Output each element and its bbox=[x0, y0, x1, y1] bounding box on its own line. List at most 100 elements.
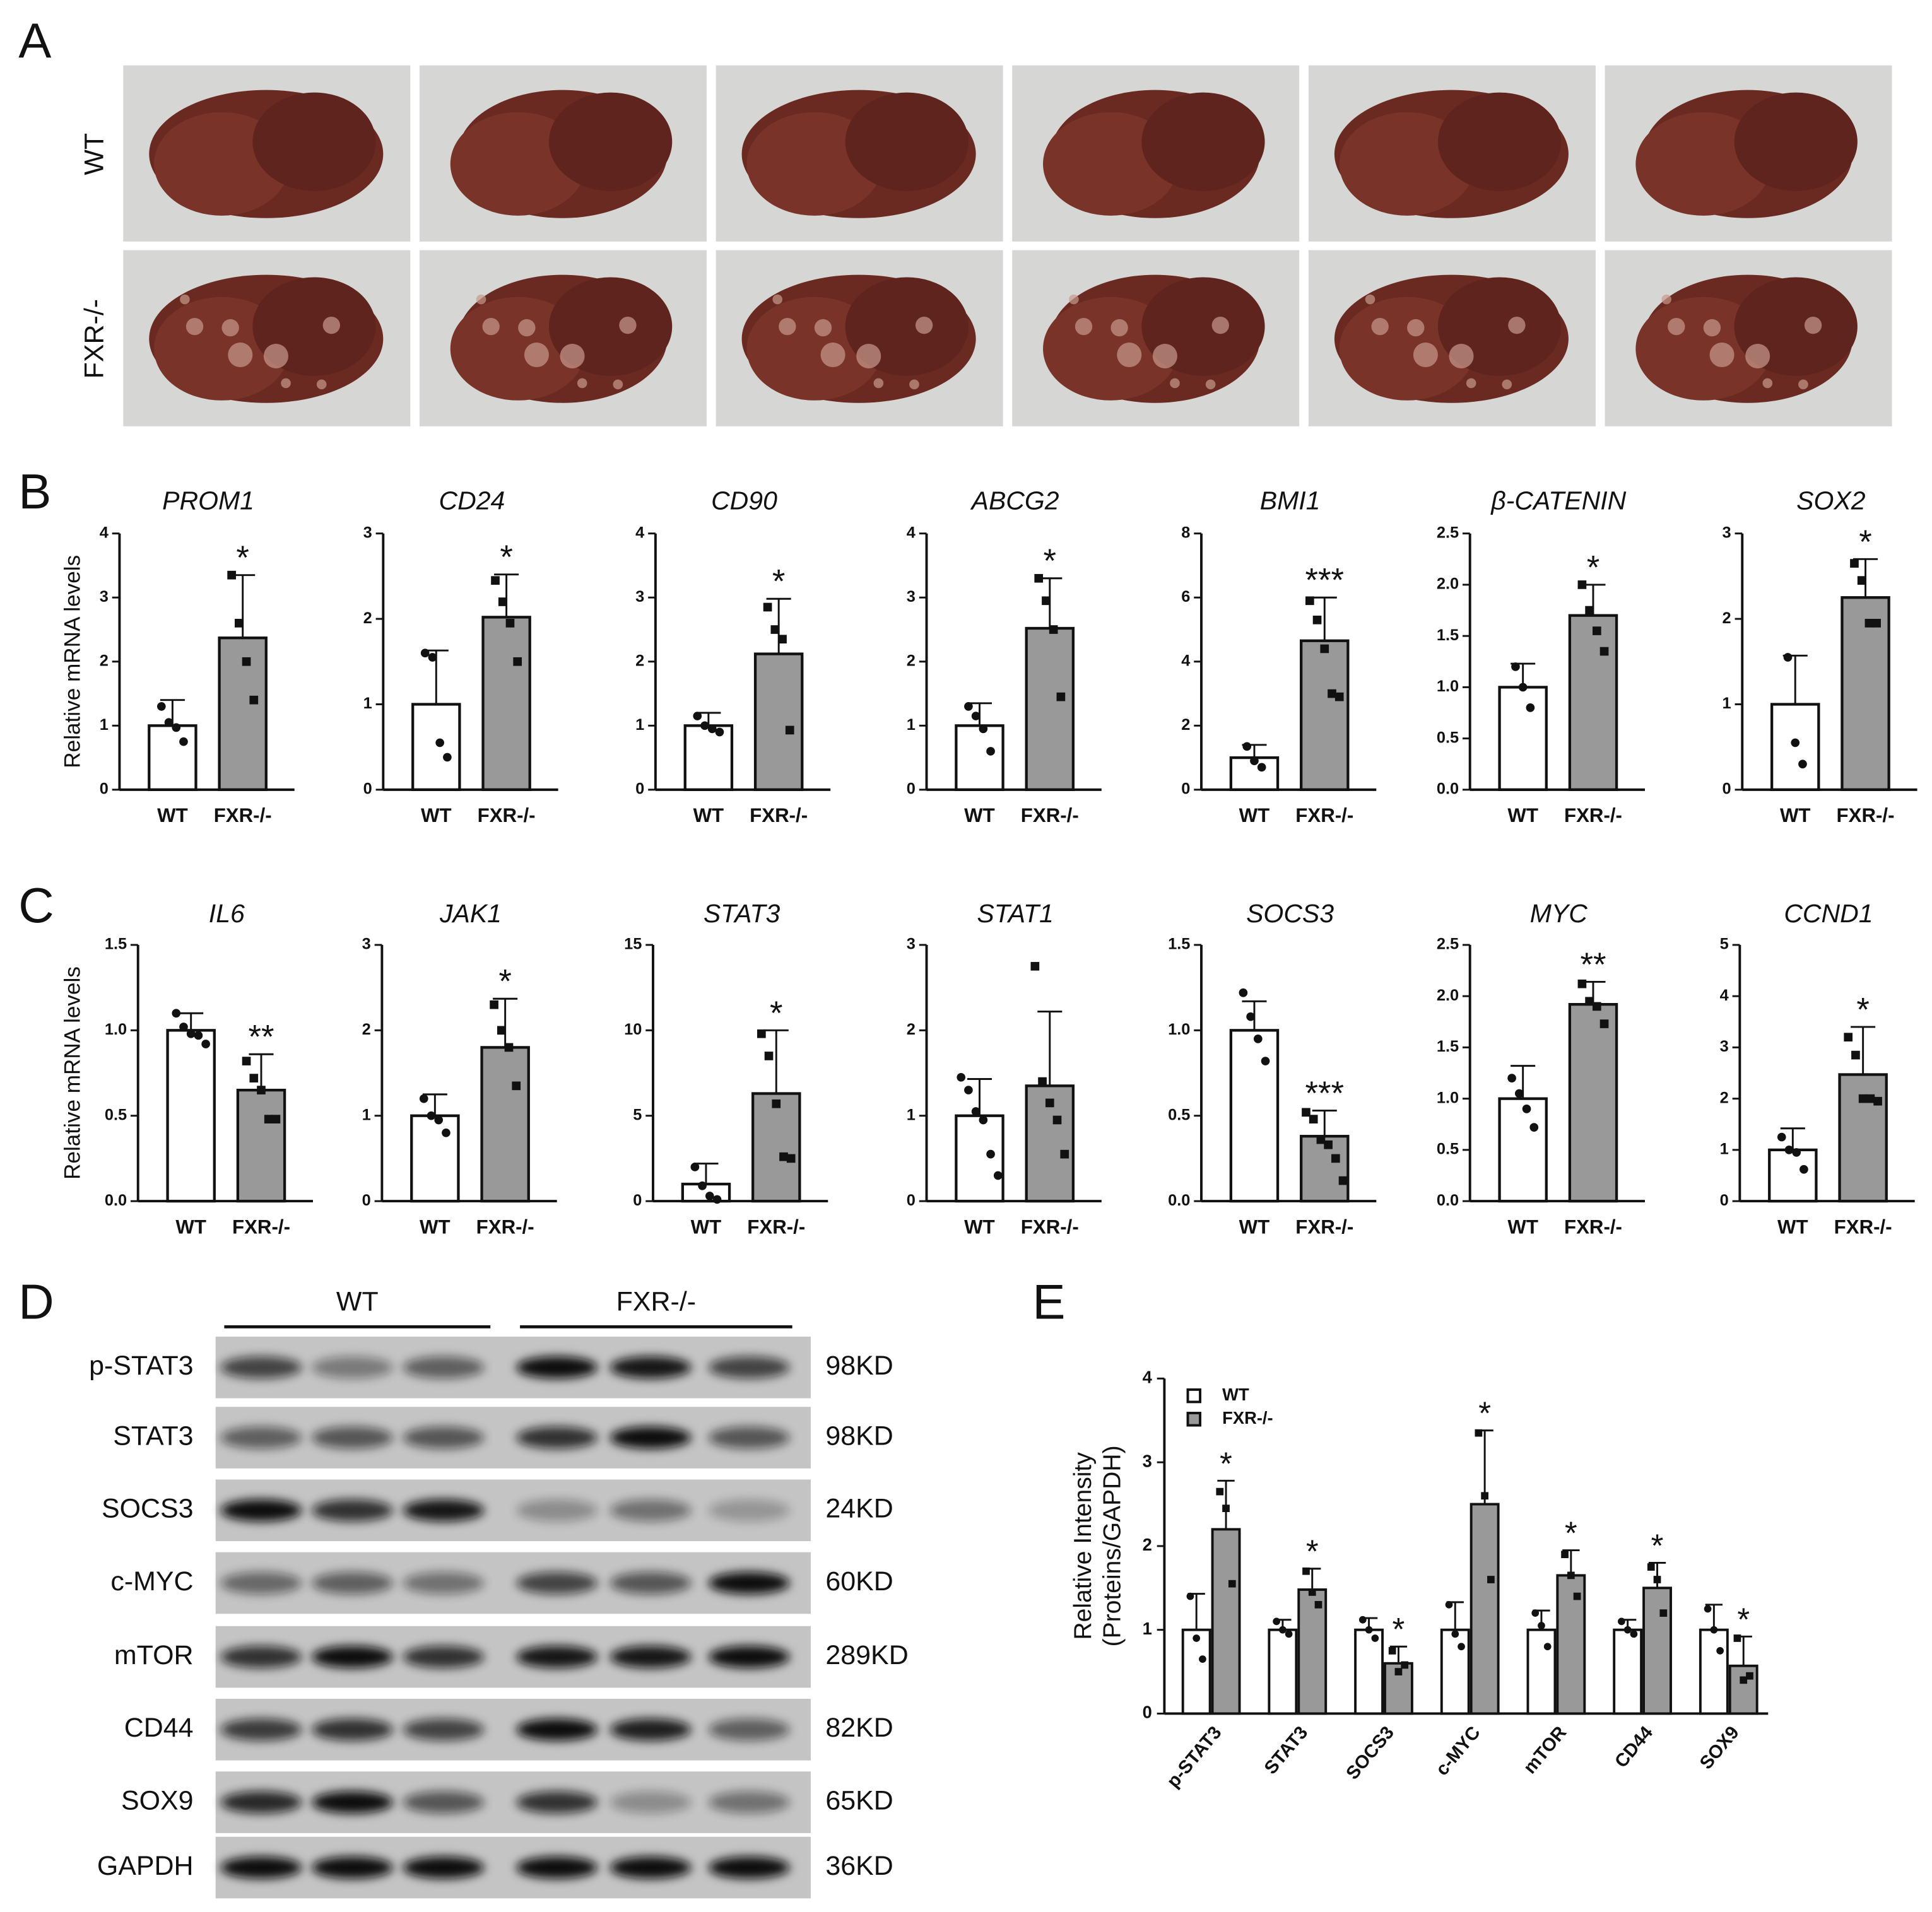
data-point bbox=[1799, 1164, 1808, 1174]
chart-title: IL6 bbox=[209, 899, 245, 928]
data-point bbox=[505, 619, 515, 628]
data-point bbox=[420, 648, 430, 658]
data-point bbox=[715, 727, 724, 737]
blot-band bbox=[220, 1791, 302, 1814]
y-tick-label: 0 bbox=[635, 780, 644, 798]
data-point bbox=[705, 1192, 714, 1200]
y-tick-label: 1 bbox=[363, 695, 372, 712]
data-point bbox=[1186, 1592, 1194, 1600]
y-tick-label: 3 bbox=[907, 935, 916, 953]
liver-lobe bbox=[1734, 92, 1858, 191]
data-point bbox=[1328, 689, 1336, 698]
data-point bbox=[1659, 1609, 1668, 1617]
x-tick-label: FXR-/- bbox=[1834, 1216, 1892, 1238]
liver-lobe bbox=[252, 92, 376, 191]
data-point bbox=[1045, 1098, 1054, 1108]
nodule bbox=[1211, 316, 1229, 334]
bar bbox=[1300, 1135, 1350, 1203]
panel-label: B bbox=[18, 464, 51, 519]
data-point bbox=[1518, 683, 1528, 692]
bar bbox=[1498, 1097, 1548, 1203]
nodule bbox=[186, 317, 204, 336]
data-point bbox=[1365, 1626, 1373, 1634]
x-tick-label: FXR-/- bbox=[1564, 1216, 1622, 1238]
data-point bbox=[700, 721, 709, 730]
liver-lobe bbox=[845, 92, 969, 191]
protein-label: c-MYC bbox=[110, 1566, 193, 1597]
data-point bbox=[1475, 1429, 1483, 1437]
protein-label: mTOR bbox=[114, 1640, 194, 1670]
data-point bbox=[1199, 1655, 1206, 1663]
bar bbox=[1300, 639, 1350, 792]
chart-title: SOX2 bbox=[1796, 486, 1866, 515]
significance: * bbox=[1856, 991, 1870, 1028]
blot-band bbox=[220, 1571, 302, 1595]
y-tick-label: 3 bbox=[362, 935, 371, 953]
x-tick-label: FXR-/- bbox=[750, 804, 808, 826]
nodule bbox=[1466, 378, 1476, 389]
blot-band bbox=[312, 1571, 393, 1595]
y-tick-label: 2 bbox=[1723, 609, 1731, 627]
size-label: 82KD bbox=[825, 1713, 893, 1743]
y-tick-label: 4 bbox=[1143, 1368, 1153, 1387]
nodule bbox=[1661, 294, 1671, 305]
x-tick-label: mTOR bbox=[1519, 1722, 1570, 1778]
legend-label: FXR-/- bbox=[1222, 1408, 1273, 1428]
data-point bbox=[235, 619, 244, 628]
x-tick-label: FXR-/- bbox=[232, 1216, 290, 1238]
x-tick-label: FXR-/- bbox=[1295, 1216, 1353, 1238]
nodule bbox=[1762, 378, 1773, 389]
data-point bbox=[249, 1074, 259, 1082]
significance: * bbox=[1393, 1611, 1405, 1647]
data-point bbox=[1858, 1094, 1868, 1103]
chart-title: CCND1 bbox=[1784, 899, 1873, 928]
data-point bbox=[1522, 1105, 1531, 1113]
y-tick-label: 1 bbox=[635, 716, 644, 734]
data-point bbox=[1253, 1035, 1263, 1043]
nodule bbox=[1508, 316, 1526, 334]
y-tick-label: 0 bbox=[100, 780, 109, 798]
data-point bbox=[693, 712, 702, 720]
y-tick-label: 0 bbox=[907, 780, 916, 798]
x-tick-label: WT bbox=[1507, 1216, 1538, 1238]
y-tick-label: 2 bbox=[1720, 1089, 1729, 1106]
y-tick-label: 1 bbox=[1720, 1141, 1729, 1158]
data-point bbox=[1585, 606, 1594, 615]
significance: * bbox=[1220, 1445, 1232, 1481]
blot-band bbox=[610, 1791, 692, 1814]
significance: * bbox=[1587, 549, 1600, 586]
data-point bbox=[1740, 1676, 1748, 1684]
nodule bbox=[909, 379, 919, 390]
data-point bbox=[1038, 1077, 1047, 1086]
y-tick-label: 2.5 bbox=[1437, 524, 1459, 541]
nodule bbox=[814, 319, 832, 337]
data-point bbox=[428, 653, 437, 662]
x-tick-label: FXR-/- bbox=[1021, 804, 1079, 826]
x-tick-label: FXR-/- bbox=[476, 1216, 534, 1238]
legend-swatch bbox=[1186, 1388, 1201, 1404]
nodule bbox=[180, 294, 190, 305]
nodule bbox=[1110, 319, 1128, 337]
blot-band bbox=[220, 1426, 302, 1449]
liver-lobe bbox=[1437, 92, 1562, 191]
blot-band bbox=[610, 1499, 692, 1522]
data-point bbox=[1308, 1588, 1316, 1596]
data-point bbox=[1777, 1132, 1786, 1142]
blot-band bbox=[403, 1426, 485, 1449]
nodule bbox=[1449, 343, 1474, 369]
bar bbox=[1838, 1073, 1888, 1203]
y-tick-label: 2.5 bbox=[1437, 935, 1459, 953]
y-axis-label: Relative mRNA levels bbox=[60, 966, 85, 1180]
blot-band bbox=[516, 1499, 598, 1522]
group-label: FXR-/- bbox=[616, 1287, 696, 1317]
blot-band bbox=[516, 1426, 598, 1449]
data-point bbox=[1279, 1626, 1287, 1634]
data-point bbox=[442, 1128, 451, 1137]
data-point bbox=[1030, 961, 1040, 971]
nodule bbox=[856, 343, 881, 369]
x-tick-label: WT bbox=[691, 1216, 722, 1238]
y-tick-label: 0.5 bbox=[1437, 1141, 1459, 1158]
y-tick-label: 0.0 bbox=[105, 1192, 127, 1209]
significance: * bbox=[1478, 1395, 1491, 1431]
